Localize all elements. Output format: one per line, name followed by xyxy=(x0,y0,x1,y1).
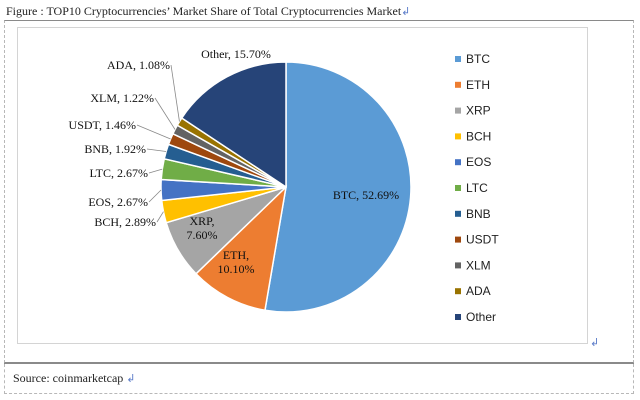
legend-swatch-eth xyxy=(455,81,461,88)
data-label-ada: ADA, 1.08% xyxy=(107,58,170,72)
divider xyxy=(4,363,634,364)
figure-frame xyxy=(4,20,634,363)
legend-label-btc: BTC xyxy=(466,52,490,66)
data-label-btc: BTC, 52.69% xyxy=(333,188,399,202)
pie-slice-eth xyxy=(194,184,288,312)
legend-label-xrp: XRP xyxy=(466,104,491,118)
legend-swatch-ltc xyxy=(455,185,461,191)
leader-line-eos xyxy=(148,189,162,203)
source-note: Source: coinmarketcap ↲ xyxy=(4,364,634,394)
pie-slice-btc xyxy=(264,61,412,313)
leader-line-bch xyxy=(156,211,164,223)
legend-label-eos: EOS xyxy=(466,155,491,169)
legend-label-other: Other xyxy=(466,310,496,324)
data-label-eos: EOS, 2.67% xyxy=(88,195,148,209)
legend-label-xlm: XLM xyxy=(466,258,491,272)
data-label-other: Other, 15.70% xyxy=(201,47,271,61)
legend-swatch-usdt xyxy=(455,236,461,243)
leader-line-ada xyxy=(170,64,180,122)
data-label-bch: BCH, 2.89% xyxy=(94,215,156,229)
data-label-bnb: BNB, 1.92% xyxy=(84,142,146,156)
legend-swatch-btc xyxy=(455,56,461,62)
return-mark-icon: ↲ xyxy=(401,6,411,18)
legend-swatch-bch xyxy=(455,133,461,140)
legend-swatch-xrp xyxy=(455,107,461,114)
caption-text: Figure : TOP10 Cryptocurrencies’ Market … xyxy=(6,4,402,18)
data-label-xrp: XRP, 7.60% xyxy=(187,214,218,242)
legend-swatch-other xyxy=(455,314,461,320)
return-mark-icon: ↲ xyxy=(126,373,136,385)
data-label-xlm: XLM, 1.22% xyxy=(90,91,154,105)
legend-label-ada: ADA xyxy=(466,284,491,298)
legend-swatch-xlm xyxy=(455,262,461,269)
legend-label-bch: BCH xyxy=(466,129,491,143)
legend-swatch-eos xyxy=(455,159,461,166)
leader-line-bnb xyxy=(146,148,167,152)
legend-swatch-bnb xyxy=(455,210,461,217)
legend-swatch-ada xyxy=(455,288,461,295)
leader-line-ltc xyxy=(148,168,163,174)
figure-caption: Figure : TOP10 Cryptocurrencies’ Market … xyxy=(6,4,410,19)
data-label-eth: ETH, 10.10% xyxy=(218,248,255,276)
leader-line-usdt xyxy=(136,124,171,140)
legend-label-ltc: LTC xyxy=(466,181,488,195)
leader-line-xlm xyxy=(154,97,176,130)
pie-slice-other xyxy=(180,61,287,189)
data-label-ltc: LTC, 2.67% xyxy=(89,166,148,180)
legend-label-bnb: BNB xyxy=(466,207,491,221)
legend-label-usdt: USDT xyxy=(466,233,499,247)
source-text: Source: coinmarketcap xyxy=(13,371,124,385)
data-label-usdt: USDT, 1.46% xyxy=(69,118,136,132)
legend-label-eth: ETH xyxy=(466,78,490,92)
return-mark-icon: ↲ xyxy=(590,337,600,349)
